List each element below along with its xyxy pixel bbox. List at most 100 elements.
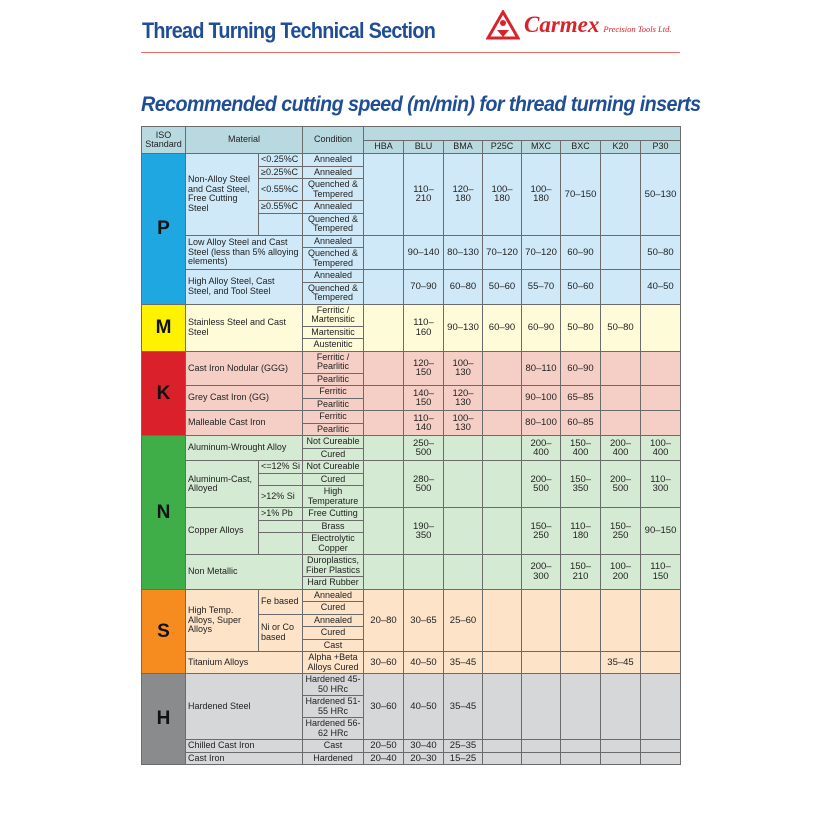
- speed-value-mxc: 200–300: [521, 554, 562, 590]
- condition-cell: Annealed: [302, 165, 365, 179]
- speed-value-p30: 50–130: [640, 153, 682, 236]
- condition-cell: Hard Rubber: [302, 576, 365, 590]
- condition-cell: Annealed: [302, 588, 365, 602]
- speed-value-blu: 40–50: [403, 651, 445, 674]
- material-name: Cast Iron Nodular (GGG): [184, 350, 304, 386]
- table-row: Pearlitic: [142, 372, 681, 386]
- speed-value-p25c: 60–90: [482, 303, 523, 352]
- speed-value-hba: [363, 507, 405, 555]
- header-grade-bma: BMA: [443, 140, 484, 154]
- table-row: Hard Rubber: [142, 576, 681, 590]
- table-row: ≥0.25%C Annealed: [142, 165, 681, 179]
- material-subtype: [257, 212, 304, 236]
- speed-value-bma: 100–130: [443, 350, 484, 386]
- speed-value-mxc: 100–180: [521, 153, 562, 236]
- speed-value-k20: [600, 234, 642, 270]
- condition-cell: Brass: [302, 519, 365, 533]
- condition-cell: Free Cutting: [302, 507, 365, 521]
- table-row: S High Temp. Alloys, Super Alloys Fe based…: [141, 588, 682, 674]
- speed-value-bma: [443, 435, 484, 461]
- condition-cell: Annealed: [302, 153, 365, 167]
- speed-value-bxc: 70–150: [560, 153, 602, 236]
- table-row: Cast: [142, 638, 681, 652]
- table-row: Titanium Alloys Alpha +Beta Alloys Cured 3…: [142, 651, 682, 674]
- speed-value-p30: [640, 739, 682, 753]
- brand-name: Carmex: [524, 12, 600, 37]
- speed-value-hba: [363, 554, 405, 590]
- table-row: High Alloy Steel, Cast Steel, and Tool S…: [142, 269, 682, 305]
- material-subtype: >12% Si: [257, 485, 304, 508]
- header-grade-mxc: MXC: [521, 140, 562, 154]
- speed-value-p30: [640, 751, 682, 765]
- brand-subtitle: Precision Tools Ltd.: [603, 24, 672, 34]
- speed-value-p25c: [482, 460, 523, 508]
- condition-cell: Quenched & Tempered: [302, 247, 365, 270]
- material-subtype: ≥0.25%C: [257, 165, 304, 179]
- speed-value-blu: 40–50: [403, 673, 445, 740]
- speed-value-p30: 100–400: [640, 435, 682, 461]
- condition-cell: Cured: [302, 472, 365, 486]
- table-row: M Stainless Steel and Cast Steel Ferritic …: [141, 303, 682, 352]
- speed-value-p25c: [482, 507, 523, 555]
- speed-value-k20: [600, 739, 642, 753]
- speed-value-k20: 100–200: [600, 554, 642, 590]
- speed-value-bxc: [560, 651, 602, 674]
- material-name: Non Metallic: [184, 554, 304, 590]
- table-row: N Aluminum-Wrought Alloy Not Cureable 250–5…: [141, 435, 682, 590]
- speed-value-bxc: 50–80: [560, 303, 602, 352]
- condition-cell: Quenched & Tempered: [302, 178, 365, 201]
- speed-value-k20: [600, 588, 642, 652]
- table-row: Low Alloy Steel and Cast Steel (less tha…: [142, 234, 682, 270]
- material-name: High Alloy Steel, Cast Steel, and Tool S…: [184, 269, 304, 305]
- condition-cell: Not Cureable: [302, 460, 365, 474]
- table-row: Grey Cast Iron (GG) Ferritic 140–150 120–13…: [142, 385, 682, 411]
- speed-value-hba: [363, 303, 405, 352]
- condition-cell: Ferritic: [302, 410, 365, 424]
- condition-cell: Not Cureable: [302, 435, 365, 449]
- table-row: Hardened 56-62 HRc: [142, 717, 681, 740]
- speed-value-bma: 120–180: [443, 153, 484, 236]
- table-row: Cured: [142, 472, 681, 486]
- speed-value-bxc: 60–85: [560, 410, 602, 436]
- condition-cell: Annealed: [302, 613, 365, 627]
- speed-value-mxc: [521, 651, 562, 674]
- speed-value-blu: [403, 554, 445, 590]
- header-grade-blu: BLU: [403, 140, 445, 154]
- condition-cell: Annealed: [302, 269, 365, 283]
- speed-value-p30: [640, 303, 682, 352]
- iso-group-k: K: [141, 350, 186, 436]
- speed-value-p25c: [482, 673, 523, 740]
- table-row: Quenched & Tempered: [142, 281, 681, 305]
- speed-value-hba: [363, 385, 405, 411]
- table-row: Copper Alloys >1% Pb Free Cutting 190–350 15…: [142, 507, 682, 555]
- speed-value-bxc: [560, 673, 602, 740]
- material-name: Copper Alloys: [185, 507, 259, 555]
- table-row: Cured: [142, 447, 681, 461]
- material-name: Non-Alloy Steel and Cast Steel, Free Cut…: [185, 153, 259, 236]
- speed-value-p30: 90–150: [640, 507, 682, 555]
- carmex-triangle-icon: [486, 10, 520, 40]
- speed-value-mxc: [521, 588, 562, 652]
- material-name: High Temp. Alloys, Super Alloys: [185, 588, 259, 652]
- speed-value-p30: 40–50: [640, 269, 682, 305]
- material-name: Aluminum-Wrought Alloy: [184, 435, 304, 461]
- material-name: Malleable Cast Iron: [184, 410, 304, 436]
- speed-value-p25c: 70–120: [482, 234, 523, 270]
- material-subtype: <0.25%C: [257, 153, 304, 167]
- speed-value-hba: [363, 234, 405, 270]
- condition-cell: Hardened: [302, 751, 365, 765]
- header-grades-band: [363, 126, 682, 141]
- speed-value-blu: 280–500: [403, 460, 445, 508]
- speed-value-blu: 30–40: [403, 739, 445, 753]
- iso-group-m: M: [141, 303, 186, 352]
- speed-value-k20: 200–400: [600, 435, 642, 461]
- speed-value-mxc: 80–110: [521, 350, 562, 386]
- condition-cell: Quenched & Tempered: [302, 212, 365, 236]
- speed-value-bma: 60–80: [443, 269, 484, 305]
- speed-value-mxc: [521, 739, 562, 753]
- condition-cell: Ferritic: [302, 385, 365, 399]
- speed-value-hba: 20–80: [363, 588, 405, 652]
- speed-value-p25c: 50–60: [482, 269, 523, 305]
- material-name: Aluminum-Cast, Alloyed: [185, 460, 259, 508]
- speed-value-bxc: 50–60: [560, 269, 602, 305]
